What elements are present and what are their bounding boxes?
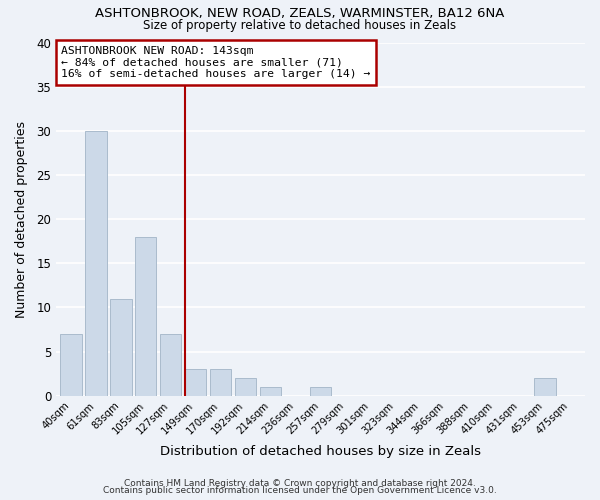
Text: ASHTONBROOK NEW ROAD: 143sqm
← 84% of detached houses are smaller (71)
16% of se: ASHTONBROOK NEW ROAD: 143sqm ← 84% of de… [61, 46, 371, 79]
Text: Contains public sector information licensed under the Open Government Licence v3: Contains public sector information licen… [103, 486, 497, 495]
Bar [160, 334, 181, 396]
Bar [260, 387, 281, 396]
Y-axis label: Number of detached properties: Number of detached properties [15, 120, 28, 318]
Bar [185, 369, 206, 396]
Bar [135, 237, 157, 396]
Bar [310, 387, 331, 396]
Text: Size of property relative to detached houses in Zeals: Size of property relative to detached ho… [143, 19, 457, 32]
Bar [210, 369, 232, 396]
Bar [61, 334, 82, 396]
Bar [85, 131, 107, 396]
Bar [110, 298, 131, 396]
X-axis label: Distribution of detached houses by size in Zeals: Distribution of detached houses by size … [160, 444, 481, 458]
Text: ASHTONBROOK, NEW ROAD, ZEALS, WARMINSTER, BA12 6NA: ASHTONBROOK, NEW ROAD, ZEALS, WARMINSTER… [95, 8, 505, 20]
Text: Contains HM Land Registry data © Crown copyright and database right 2024.: Contains HM Land Registry data © Crown c… [124, 478, 476, 488]
Bar [535, 378, 556, 396]
Bar [235, 378, 256, 396]
